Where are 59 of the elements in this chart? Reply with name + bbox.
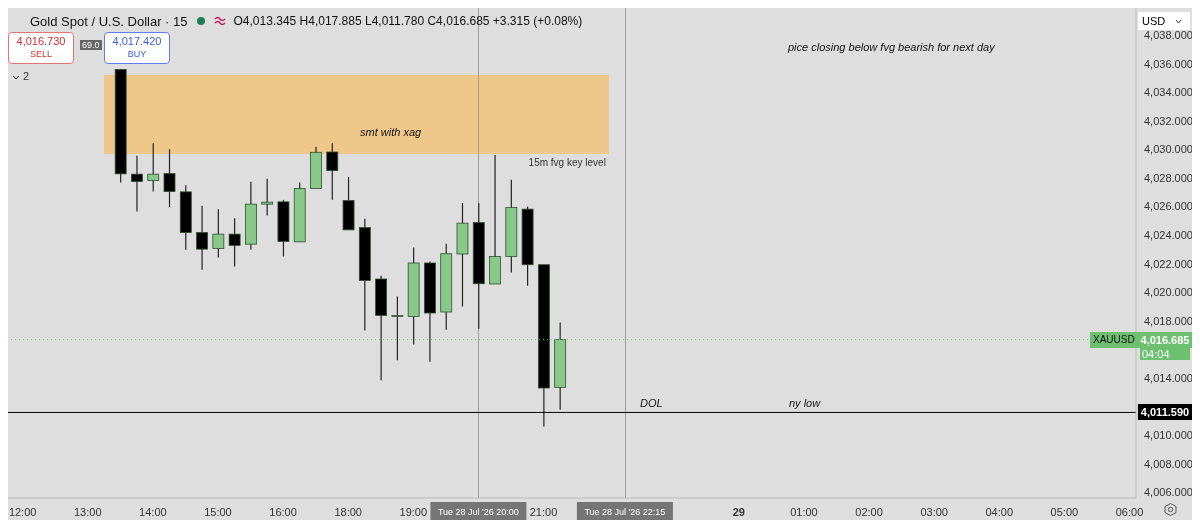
annotation: 4,017.420 [111,35,163,48]
x-tick-label: 04:00 [985,506,1014,518]
annotation: SELL [29,48,53,61]
x-tick-label: 01:00 [790,506,818,518]
annotation: 69.0 [80,40,102,50]
annotation: BUY [126,48,148,61]
candlestick [196,205,208,271]
candlestick [212,208,225,259]
x-tick-label: 05:00 [1050,506,1079,518]
y-tick-label: 4,020.000 [1144,286,1193,299]
x-tick-label: 16:00 [269,506,297,518]
y-tick-label: 4,014.000 [1144,371,1193,384]
annotation: ny low [789,397,821,409]
y-tick-label: 4,036.000 [1144,57,1193,70]
candlestick [163,148,176,208]
y-tick-label: 4,026.000 [1144,200,1193,213]
chart-title: Gold Spot / U.S. Dollar · 15 [30,13,188,29]
y-tick-label: 4,008.000 [1144,457,1193,470]
x-tick-label: 12:00 [8,506,37,518]
annotation: 2 [23,70,30,82]
annotation: DOL [640,397,663,409]
ref-line-label: 4,016.685 [1138,331,1192,348]
x-tick-label: 13:00 [73,506,102,518]
annotation: XAUUSD [1090,331,1138,348]
x-tick-label: 14:00 [139,506,167,518]
text: O4,013.345 H4,017.885 L4,011.780 C4,016.685 +3.315 (+0.08%) [233,14,583,28]
x-tick-label: Tue 28 Jul '26 20:00 [437,507,519,517]
x-tick-label: 19:00 [399,506,428,518]
y-tick-label: 4,010.000 [1144,429,1193,442]
y-tick-label: 4,032.000 [1144,114,1193,127]
text: USD [1142,14,1166,29]
annotation: 4,016.730 [15,35,67,48]
x-tick-label: Tue 28 Jul '26 22:15 [584,507,666,517]
x-tick-label: 29 [732,506,745,518]
x-tick-label: 03:00 [920,506,948,518]
y-tick-label: 4,018.000 [1144,314,1193,327]
y-tick-label: 4,006.000 [1144,486,1193,499]
x-tick-label: 18:00 [334,506,362,518]
x-tick-label: 02:00 [855,506,883,518]
annotation: smt with xag [360,126,422,138]
y-tick-label: 4,038.000 [1144,29,1193,42]
annotation: pice closing below fvg bearish for next day [788,41,995,53]
candlestick [391,295,404,361]
x-tick-label: 06:00 [1115,506,1144,518]
candlestick [326,142,339,201]
y-tick-label: 4,024.000 [1144,229,1193,242]
y-tick-label: 4,034.000 [1144,86,1193,99]
x-tick-label: 21:00 [529,506,558,518]
candlestick [147,142,160,193]
y-tick-label: 4,030.000 [1144,143,1193,156]
x-tick-label: 15:00 [204,506,232,518]
y-tick-label: 4,028.000 [1144,171,1193,184]
band-label: 15m fvg key level [528,156,606,168]
candlestick [131,155,143,213]
candlestick [261,178,274,217]
text: 04:04 [1140,347,1190,360]
ref-line-label: 4,011.590 [1138,404,1192,421]
y-tick-label: 4,022.000 [1144,257,1193,270]
candlestick [228,217,241,268]
